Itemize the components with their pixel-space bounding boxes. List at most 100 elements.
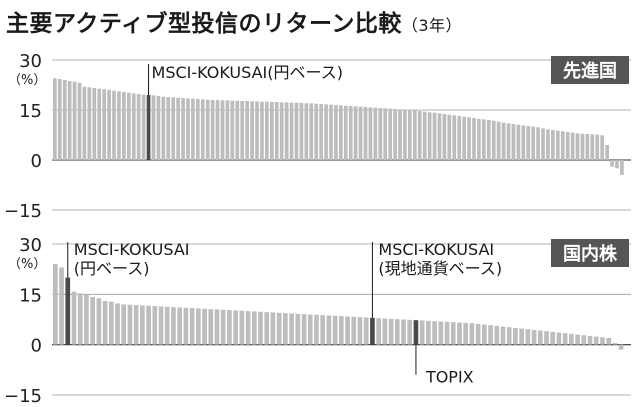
bar [562, 333, 568, 345]
bar [304, 103, 309, 160]
bar [606, 337, 612, 345]
bar [225, 100, 230, 160]
bar [295, 313, 301, 345]
y-tick-label: 30 [19, 235, 42, 256]
bar [587, 335, 593, 345]
bar [115, 303, 120, 345]
bar [580, 133, 585, 160]
bar [324, 104, 328, 160]
y-tick-label: 0 [31, 336, 42, 357]
bar [200, 99, 205, 160]
bar [140, 305, 145, 345]
highlight-bar [370, 317, 375, 345]
bar [537, 330, 543, 345]
bar [403, 109, 407, 160]
bar [382, 318, 388, 345]
bar [215, 100, 220, 160]
bar [432, 112, 437, 160]
bar [77, 82, 82, 160]
bar [141, 94, 146, 160]
bar [620, 160, 624, 175]
bar [284, 102, 289, 160]
bar [488, 325, 493, 345]
bar [108, 301, 114, 345]
bar [294, 102, 299, 160]
bar [506, 123, 511, 160]
bar [161, 96, 166, 160]
bar [67, 81, 72, 160]
bar [408, 110, 412, 160]
panel-badge-label: 先進国 [563, 60, 617, 82]
bar [511, 124, 516, 160]
bar [334, 105, 338, 160]
bar [53, 264, 58, 345]
bar [605, 145, 609, 160]
y-tick-label: 15 [19, 101, 42, 122]
bar [57, 79, 62, 160]
bar [255, 101, 259, 160]
bar [513, 327, 518, 345]
bar [457, 116, 462, 160]
bar [438, 321, 444, 345]
bar [208, 309, 214, 345]
bar [618, 344, 624, 350]
bar [610, 160, 614, 167]
bar [245, 311, 251, 345]
bar [151, 95, 156, 160]
subtitle-text: （3年） [401, 16, 463, 35]
bar [477, 118, 481, 160]
bar [181, 98, 185, 160]
bar [442, 114, 447, 160]
bar [417, 111, 422, 160]
bar [388, 318, 394, 345]
bar [394, 319, 400, 345]
bar [550, 331, 556, 345]
bar [274, 102, 279, 160]
bar [239, 310, 245, 345]
highlight-label: MSCI-KOKUSAI(円ベース) [74, 240, 190, 278]
panel-badge [551, 239, 629, 267]
title-text: 主要アクティブ型投信のリターン比較 [6, 11, 402, 37]
bar [326, 315, 332, 345]
bar [615, 160, 619, 169]
bar [401, 319, 406, 345]
bar [122, 92, 126, 160]
bar [117, 91, 121, 160]
bar [556, 332, 562, 345]
bar [235, 100, 240, 160]
bar [426, 320, 431, 345]
y-unit-label: （%） [8, 73, 46, 88]
bar [214, 309, 220, 345]
bar [127, 304, 133, 345]
panel-badge-label: 国内株 [563, 243, 618, 265]
highlight-label: MSCI-KOKUSAI (現地通貨ベース) [378, 240, 502, 278]
bar [92, 88, 97, 160]
bar [270, 312, 276, 345]
bar [171, 97, 176, 160]
bar [531, 126, 536, 160]
bar [501, 122, 506, 160]
bar [496, 121, 501, 160]
bar [593, 336, 599, 345]
bar [158, 306, 164, 345]
bar [339, 316, 344, 345]
bar [220, 100, 225, 160]
bar [546, 129, 550, 160]
bar [112, 90, 116, 160]
bar [469, 323, 475, 345]
bar [309, 103, 314, 160]
bar [444, 321, 450, 345]
bar [102, 301, 108, 345]
bar [575, 133, 580, 160]
bar [581, 335, 587, 345]
bar [519, 328, 524, 345]
bar [378, 108, 383, 160]
bar [612, 342, 618, 345]
highlight-bar [65, 277, 71, 345]
bar [600, 135, 605, 160]
bar [269, 102, 274, 160]
bar [96, 298, 102, 345]
chart-panel-domestic: 30 15 0 −15 （%） MSCI-KOKUSAI (円ベース) MSCI-KOKUSA… [4, 235, 631, 407]
bar [363, 317, 369, 345]
bar [196, 99, 200, 160]
